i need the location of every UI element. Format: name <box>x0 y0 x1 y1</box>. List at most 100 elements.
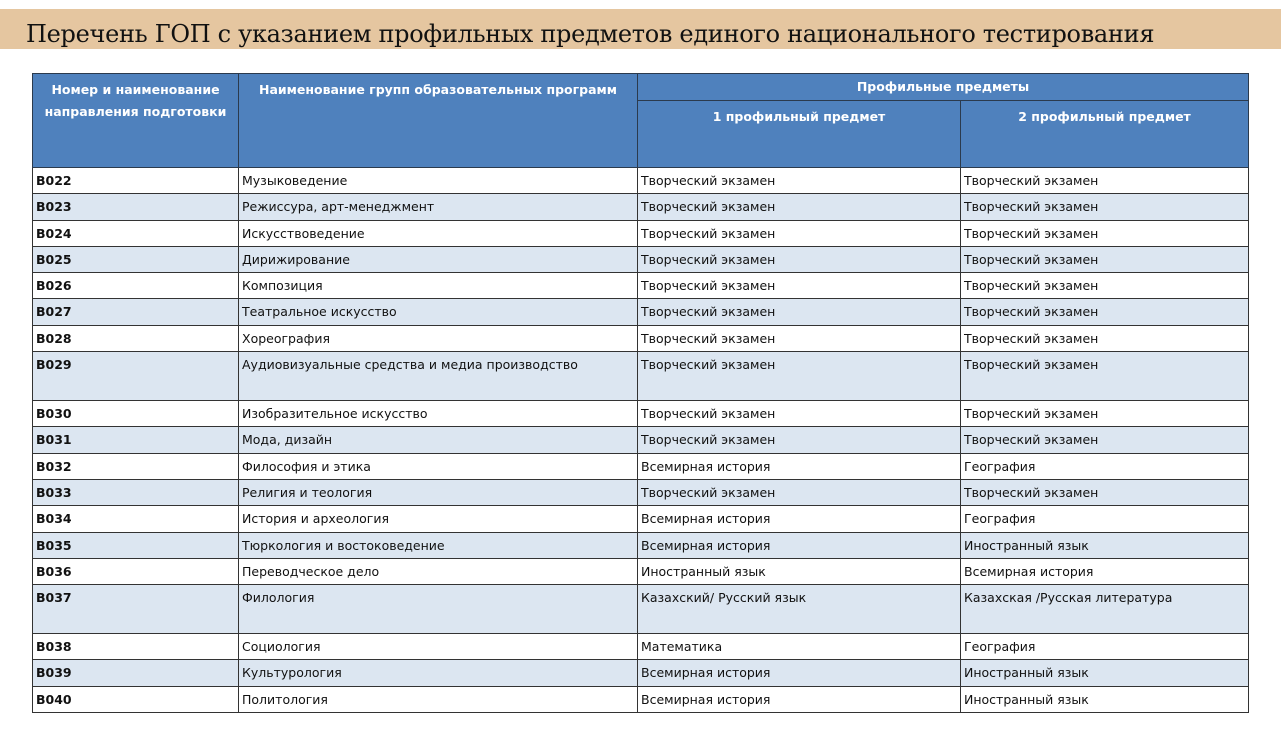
cell-code: B031 <box>32 426 239 454</box>
table-row: B026 Композиция Творческий экзамен Творческ… <box>32 272 1250 300</box>
cell-subject1: Всемирная история <box>637 659 961 687</box>
cell-name: Музыковедение <box>238 166 638 195</box>
cell-name: История и археология <box>238 505 638 533</box>
cell-subject1: Творческий экзамен <box>637 478 961 507</box>
cell-code: B029 <box>32 351 239 402</box>
table-row: B028 Хореография Творческий экзамен Творчес… <box>32 324 1250 353</box>
cell-subject2: Творческий экзамен <box>959 245 1250 274</box>
cell-name: Дирижирование <box>238 245 638 274</box>
cell-subject1: Всемирная история <box>637 505 961 533</box>
subjects-table: Номер и наименование направления подгото… <box>32 73 1250 714</box>
header-subject1: 1 профильный предмет <box>637 100 961 168</box>
cell-subject2: Творческий экзамен <box>959 272 1250 300</box>
cell-subject1: Всемирная история <box>637 531 961 559</box>
cell-code: B038 <box>32 633 239 661</box>
cell-subject1: Творческий экзамен <box>637 193 961 221</box>
table-row: B023 Режиссура, арт-менеджмент Творческий … <box>32 193 1250 221</box>
cell-subject1: Творческий экзамен <box>637 426 961 454</box>
cell-code: B036 <box>32 557 239 586</box>
table-row: B035 Тюркология и востоковедение Всемирная… <box>32 531 1250 559</box>
table-row: B024 Искусствоведение Творческий экзамен Тв… <box>32 219 1250 247</box>
cell-subject2: Творческий экзамен <box>959 400 1250 428</box>
cell-subject2: География <box>959 452 1250 480</box>
cell-code: B035 <box>32 531 239 559</box>
cell-subject2: Казахская /Русская литература <box>959 584 1250 635</box>
table-row: B036 Переводческое дело Иностранный язык Вс… <box>32 557 1250 586</box>
cell-name: Мода, дизайн <box>238 426 638 454</box>
header-code: Номер и наименование направления подгото… <box>32 73 239 168</box>
table-row: B025 Дирижирование Творческий экзамен Творч… <box>32 245 1250 274</box>
cell-name: Хореография <box>238 324 638 353</box>
cell-subject1: Творческий экзамен <box>637 245 961 274</box>
cell-subject2: География <box>959 633 1250 661</box>
cell-subject1: Творческий экзамен <box>637 298 961 326</box>
table-row: B039 Культурология Всемирная история Иностр… <box>32 659 1250 687</box>
table-row: B022 Музыковедение Творческий экзамен Творч… <box>32 166 1250 195</box>
cell-name: Искусствоведение <box>238 219 638 247</box>
cell-subject2: Творческий экзамен <box>959 219 1250 247</box>
cell-subject2: Иностранный язык <box>959 531 1250 559</box>
cell-subject2: Творческий экзамен <box>959 298 1250 326</box>
cell-subject2: Творческий экзамен <box>959 193 1250 221</box>
table-row: B040 Политология Всемирная история Иностран… <box>32 685 1250 714</box>
cell-code: B033 <box>32 478 239 507</box>
cell-code: B040 <box>32 685 239 714</box>
cell-subject2: Иностранный язык <box>959 659 1250 687</box>
header-subject2: 2 профильный предмет <box>959 100 1250 168</box>
cell-code: B028 <box>32 324 239 353</box>
cell-name: Изобразительное искусство <box>238 400 638 428</box>
header-profile: Профильные предметы <box>636 73 1250 101</box>
cell-name: Аудиовизуальные средства и медиа произво… <box>238 351 638 402</box>
page-title: Перечень ГОП с указанием профильных пред… <box>26 20 1155 48</box>
cell-name: Культурология <box>238 659 638 687</box>
cell-name: Тюркология и востоковедение <box>238 531 638 559</box>
cell-name: Философия и этика <box>238 452 638 480</box>
table-row: B034 История и археология Всемирная истори… <box>32 505 1250 533</box>
cell-name: Переводческое дело <box>238 557 638 586</box>
cell-subject2: Иностранный язык <box>959 685 1250 714</box>
cell-subject2: Творческий экзамен <box>959 351 1250 402</box>
cell-subject2: География <box>959 505 1250 533</box>
table-row: B029 Аудиовизуальные средства и медиа про… <box>32 351 1250 402</box>
cell-code: B025 <box>32 245 239 274</box>
cell-subject1: Математика <box>637 633 961 661</box>
cell-code: B032 <box>32 452 239 480</box>
cell-code: B024 <box>32 219 239 247</box>
cell-subject1: Иностранный язык <box>637 557 961 586</box>
cell-code: B027 <box>32 298 239 326</box>
cell-subject1: Творческий экзамен <box>637 219 961 247</box>
cell-subject1: Творческий экзамен <box>637 351 961 402</box>
cell-subject2: Творческий экзамен <box>959 166 1250 195</box>
header-name: Наименование групп образовательных прогр… <box>238 73 638 168</box>
cell-subject2: Творческий экзамен <box>959 324 1250 353</box>
cell-subject1: Всемирная история <box>637 685 961 714</box>
cell-subject1: Творческий экзамен <box>637 166 961 195</box>
cell-name: Социология <box>238 633 638 661</box>
cell-name: Политология <box>238 685 638 714</box>
cell-subject1: Всемирная история <box>637 452 961 480</box>
cell-code: B039 <box>32 659 239 687</box>
table-row: B038 Социология Математика География <box>32 633 1250 661</box>
cell-name: Религия и теология <box>238 478 638 507</box>
cell-subject1: Казахский/ Русский язык <box>637 584 961 635</box>
cell-code: B022 <box>32 166 239 195</box>
table-row: B032 Философия и этика Всемирная история Ге… <box>32 452 1250 480</box>
cell-name: Композиция <box>238 272 638 300</box>
table-row: B027 Театральное искусство Творческий экза… <box>32 298 1250 326</box>
cell-code: B023 <box>32 193 239 221</box>
cell-code: B030 <box>32 400 239 428</box>
cell-code: B037 <box>32 584 239 635</box>
cell-subject2: Творческий экзамен <box>959 426 1250 454</box>
table-row: B030 Изобразительное искусство Творческий … <box>32 400 1250 428</box>
cell-code: B026 <box>32 272 239 300</box>
table-row: B037 Филология Казахский/ Русский язык Каза… <box>32 584 1250 635</box>
cell-name: Филология <box>238 584 638 635</box>
cell-code: B034 <box>32 505 239 533</box>
cell-subject2: Творческий экзамен <box>959 478 1250 507</box>
table-row: B031 Мода, дизайн Творческий экзамен Творче… <box>32 426 1250 454</box>
cell-name: Театральное искусство <box>238 298 638 326</box>
cell-subject2: Всемирная история <box>959 557 1250 586</box>
table-row: B033 Религия и теология Творческий экзамен… <box>32 478 1250 507</box>
cell-subject1: Творческий экзамен <box>637 324 961 353</box>
title-band: Перечень ГОП с указанием профильных пред… <box>0 9 1281 49</box>
